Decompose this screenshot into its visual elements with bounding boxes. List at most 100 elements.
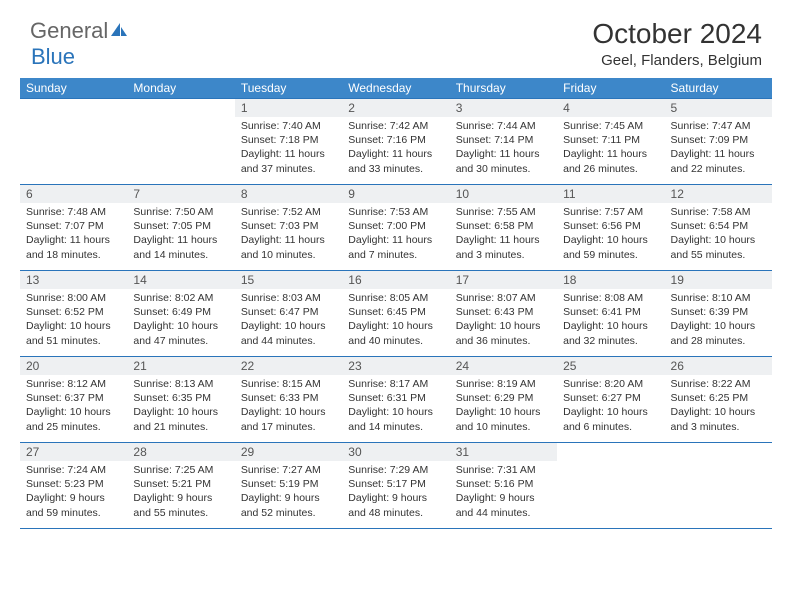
day-number: 20: [20, 357, 127, 375]
day-number: 21: [127, 357, 234, 375]
day-details: Sunrise: 7:55 AMSunset: 6:58 PMDaylight:…: [450, 203, 557, 266]
calendar-cell: [127, 99, 234, 185]
day-details: Sunrise: 7:24 AMSunset: 5:23 PMDaylight:…: [20, 461, 127, 524]
day-details: Sunrise: 7:53 AMSunset: 7:00 PMDaylight:…: [342, 203, 449, 266]
day-header: Wednesday: [342, 78, 449, 99]
day-details: Sunrise: 7:31 AMSunset: 5:16 PMDaylight:…: [450, 461, 557, 524]
day-details: Sunrise: 7:29 AMSunset: 5:17 PMDaylight:…: [342, 461, 449, 524]
day-header: Tuesday: [235, 78, 342, 99]
day-details: Sunrise: 8:00 AMSunset: 6:52 PMDaylight:…: [20, 289, 127, 352]
day-details: Sunrise: 7:40 AMSunset: 7:18 PMDaylight:…: [235, 117, 342, 180]
calendar-cell: 11Sunrise: 7:57 AMSunset: 6:56 PMDayligh…: [557, 185, 664, 271]
calendar-cell: 6Sunrise: 7:48 AMSunset: 7:07 PMDaylight…: [20, 185, 127, 271]
day-number: 25: [557, 357, 664, 375]
day-number: 12: [665, 185, 772, 203]
calendar-cell: 29Sunrise: 7:27 AMSunset: 5:19 PMDayligh…: [235, 443, 342, 529]
calendar-cell: 20Sunrise: 8:12 AMSunset: 6:37 PMDayligh…: [20, 357, 127, 443]
day-number: 8: [235, 185, 342, 203]
calendar-cell: 17Sunrise: 8:07 AMSunset: 6:43 PMDayligh…: [450, 271, 557, 357]
day-details: Sunrise: 8:19 AMSunset: 6:29 PMDaylight:…: [450, 375, 557, 438]
calendar-week: 13Sunrise: 8:00 AMSunset: 6:52 PMDayligh…: [20, 271, 772, 357]
day-details: Sunrise: 7:48 AMSunset: 7:07 PMDaylight:…: [20, 203, 127, 266]
calendar-cell: 10Sunrise: 7:55 AMSunset: 6:58 PMDayligh…: [450, 185, 557, 271]
day-details: Sunrise: 7:50 AMSunset: 7:05 PMDaylight:…: [127, 203, 234, 266]
calendar-cell: 8Sunrise: 7:52 AMSunset: 7:03 PMDaylight…: [235, 185, 342, 271]
calendar-cell: 15Sunrise: 8:03 AMSunset: 6:47 PMDayligh…: [235, 271, 342, 357]
day-number: 23: [342, 357, 449, 375]
calendar-cell: [665, 443, 772, 529]
day-number: 10: [450, 185, 557, 203]
calendar-cell: 12Sunrise: 7:58 AMSunset: 6:54 PMDayligh…: [665, 185, 772, 271]
day-details: Sunrise: 8:03 AMSunset: 6:47 PMDaylight:…: [235, 289, 342, 352]
calendar-cell: 9Sunrise: 7:53 AMSunset: 7:00 PMDaylight…: [342, 185, 449, 271]
day-details: Sunrise: 7:27 AMSunset: 5:19 PMDaylight:…: [235, 461, 342, 524]
day-number: 7: [127, 185, 234, 203]
month-title: October 2024: [592, 18, 762, 50]
day-details: Sunrise: 8:02 AMSunset: 6:49 PMDaylight:…: [127, 289, 234, 352]
day-details: Sunrise: 8:13 AMSunset: 6:35 PMDaylight:…: [127, 375, 234, 438]
day-number: 16: [342, 271, 449, 289]
calendar-cell: 5Sunrise: 7:47 AMSunset: 7:09 PMDaylight…: [665, 99, 772, 185]
calendar-cell: 1Sunrise: 7:40 AMSunset: 7:18 PMDaylight…: [235, 99, 342, 185]
day-details: Sunrise: 7:47 AMSunset: 7:09 PMDaylight:…: [665, 117, 772, 180]
day-number: 4: [557, 99, 664, 117]
calendar: SundayMondayTuesdayWednesdayThursdayFrid…: [20, 78, 772, 529]
day-details: Sunrise: 7:45 AMSunset: 7:11 PMDaylight:…: [557, 117, 664, 180]
calendar-cell: 13Sunrise: 8:00 AMSunset: 6:52 PMDayligh…: [20, 271, 127, 357]
day-header: Monday: [127, 78, 234, 99]
calendar-cell: 30Sunrise: 7:29 AMSunset: 5:17 PMDayligh…: [342, 443, 449, 529]
calendar-week: 20Sunrise: 8:12 AMSunset: 6:37 PMDayligh…: [20, 357, 772, 443]
day-details: Sunrise: 7:42 AMSunset: 7:16 PMDaylight:…: [342, 117, 449, 180]
day-details: Sunrise: 7:44 AMSunset: 7:14 PMDaylight:…: [450, 117, 557, 180]
calendar-cell: 2Sunrise: 7:42 AMSunset: 7:16 PMDaylight…: [342, 99, 449, 185]
day-details: Sunrise: 8:17 AMSunset: 6:31 PMDaylight:…: [342, 375, 449, 438]
day-details: Sunrise: 7:25 AMSunset: 5:21 PMDaylight:…: [127, 461, 234, 524]
day-header: Friday: [557, 78, 664, 99]
day-header-row: SundayMondayTuesdayWednesdayThursdayFrid…: [20, 78, 772, 99]
calendar-cell: 18Sunrise: 8:08 AMSunset: 6:41 PMDayligh…: [557, 271, 664, 357]
day-number: 17: [450, 271, 557, 289]
calendar-cell: 31Sunrise: 7:31 AMSunset: 5:16 PMDayligh…: [450, 443, 557, 529]
day-details: Sunrise: 8:10 AMSunset: 6:39 PMDaylight:…: [665, 289, 772, 352]
calendar-cell: 23Sunrise: 8:17 AMSunset: 6:31 PMDayligh…: [342, 357, 449, 443]
calendar-cell: 27Sunrise: 7:24 AMSunset: 5:23 PMDayligh…: [20, 443, 127, 529]
day-number: 31: [450, 443, 557, 461]
calendar-cell: 14Sunrise: 8:02 AMSunset: 6:49 PMDayligh…: [127, 271, 234, 357]
day-details: Sunrise: 8:15 AMSunset: 6:33 PMDaylight:…: [235, 375, 342, 438]
day-number: 24: [450, 357, 557, 375]
calendar-cell: 28Sunrise: 7:25 AMSunset: 5:21 PMDayligh…: [127, 443, 234, 529]
day-number: 9: [342, 185, 449, 203]
day-number: 26: [665, 357, 772, 375]
day-details: Sunrise: 8:07 AMSunset: 6:43 PMDaylight:…: [450, 289, 557, 352]
calendar-week: 1Sunrise: 7:40 AMSunset: 7:18 PMDaylight…: [20, 99, 772, 185]
title-block: October 2024 Geel, Flanders, Belgium: [592, 18, 762, 69]
day-number: 11: [557, 185, 664, 203]
calendar-week: 27Sunrise: 7:24 AMSunset: 5:23 PMDayligh…: [20, 443, 772, 529]
calendar-cell: 4Sunrise: 7:45 AMSunset: 7:11 PMDaylight…: [557, 99, 664, 185]
calendar-cell: 24Sunrise: 8:19 AMSunset: 6:29 PMDayligh…: [450, 357, 557, 443]
day-number: 19: [665, 271, 772, 289]
day-details: Sunrise: 8:20 AMSunset: 6:27 PMDaylight:…: [557, 375, 664, 438]
day-number: 14: [127, 271, 234, 289]
day-number: 18: [557, 271, 664, 289]
day-details: Sunrise: 8:08 AMSunset: 6:41 PMDaylight:…: [557, 289, 664, 352]
day-header: Saturday: [665, 78, 772, 99]
day-details: Sunrise: 7:58 AMSunset: 6:54 PMDaylight:…: [665, 203, 772, 266]
calendar-cell: [557, 443, 664, 529]
calendar-week: 6Sunrise: 7:48 AMSunset: 7:07 PMDaylight…: [20, 185, 772, 271]
day-number: 1: [235, 99, 342, 117]
calendar-cell: 19Sunrise: 8:10 AMSunset: 6:39 PMDayligh…: [665, 271, 772, 357]
calendar-cell: 21Sunrise: 8:13 AMSunset: 6:35 PMDayligh…: [127, 357, 234, 443]
day-number: 28: [127, 443, 234, 461]
day-number: 27: [20, 443, 127, 461]
calendar-cell: 22Sunrise: 8:15 AMSunset: 6:33 PMDayligh…: [235, 357, 342, 443]
calendar-cell: 7Sunrise: 7:50 AMSunset: 7:05 PMDaylight…: [127, 185, 234, 271]
day-number: 6: [20, 185, 127, 203]
calendar-cell: 25Sunrise: 8:20 AMSunset: 6:27 PMDayligh…: [557, 357, 664, 443]
day-number: 5: [665, 99, 772, 117]
location: Geel, Flanders, Belgium: [592, 52, 762, 69]
day-number: 22: [235, 357, 342, 375]
day-number: 3: [450, 99, 557, 117]
calendar-cell: [20, 99, 127, 185]
day-header: Sunday: [20, 78, 127, 99]
